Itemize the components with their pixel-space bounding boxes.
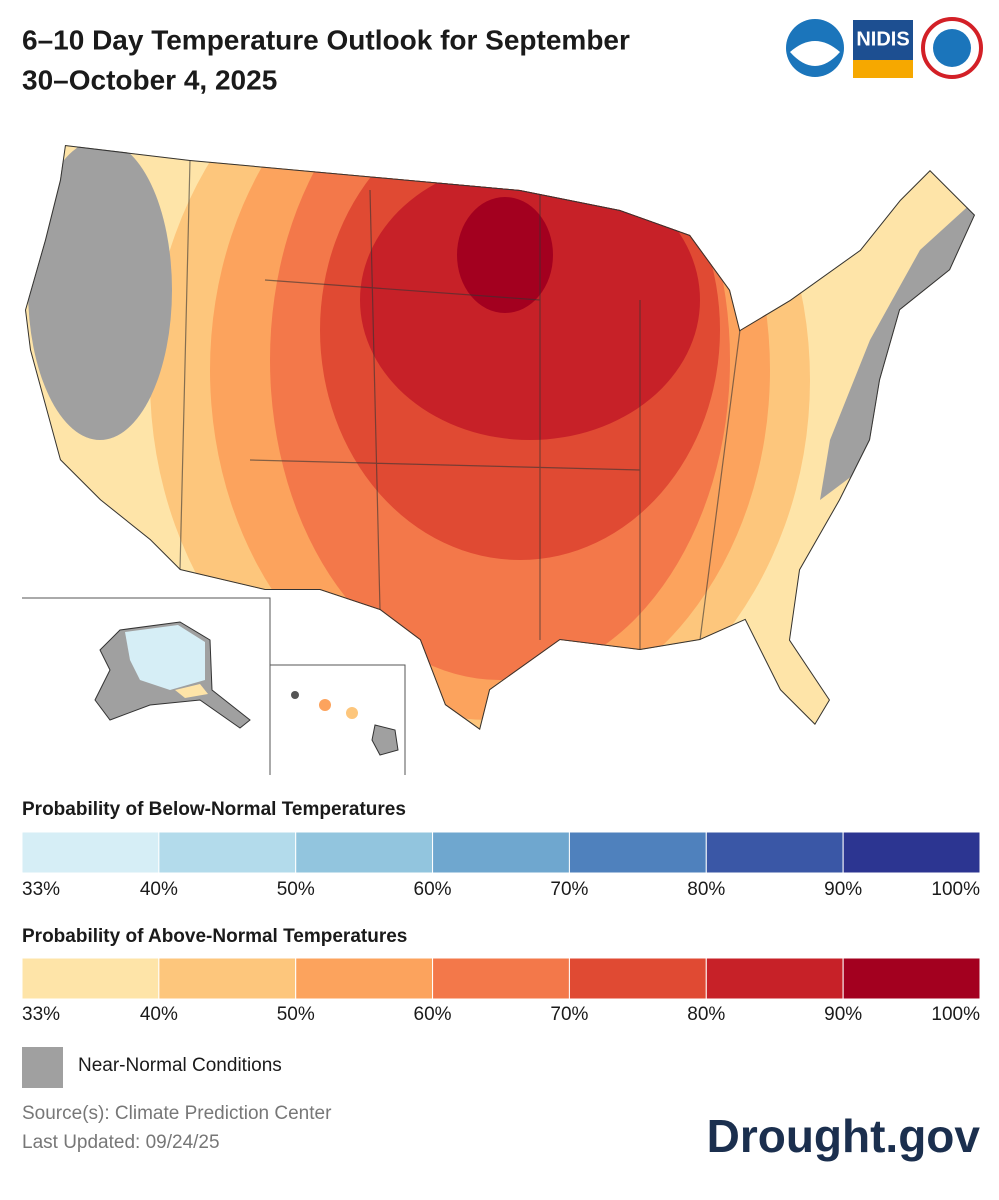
legend-tick-label: 90% [824,879,862,900]
legend-tick-label: 50% [277,879,315,900]
legend-swatch [21,957,160,1000]
legend-tick-label: 70% [550,1004,588,1025]
legend-swatch [568,957,707,1000]
conus-map [25,145,975,730]
legend-tick-label: 70% [550,879,588,900]
near-normal-swatch [22,1047,63,1088]
nidis-logo: NIDIS [853,20,913,78]
legend-tick-label: 80% [687,879,725,900]
alaska [94,621,251,729]
legend-swatch [705,831,844,874]
nidis-text: NIDIS [856,28,909,50]
legend-tick-label: 33% [22,879,60,900]
title: 6–10 Day Temperature Outlook for Septemb… [22,24,630,55]
legend-swatch [295,831,434,874]
legend-tick-label: 40% [140,879,178,900]
legend-title: Probability of Below-Normal Temperatures [22,799,406,820]
legend-swatch [568,831,707,874]
legend-tick-label: 60% [414,1004,452,1025]
legend-tick-label: 90% [824,1004,862,1025]
brand: Drought.gov [707,1110,981,1162]
legend-swatch [432,831,570,874]
legend-tick-label: 60% [414,879,452,900]
legend-swatch [158,831,297,874]
legend-swatch [158,957,297,1000]
updated: Last Updated: 09/24/25 [22,1132,220,1153]
legend-tick-label: 80% [687,1004,725,1025]
inset-frame [22,597,271,775]
legend-swatch [842,957,981,1000]
inset-frame [270,664,406,775]
legend-swatch [432,957,570,1000]
legend-tick-label: 100% [931,879,980,900]
legend-swatch [21,831,160,874]
noaa-logo [786,19,844,77]
near-normal-label: Near-Normal Conditions [78,1055,282,1076]
legend-swatch [842,831,981,874]
hawaii [291,691,399,756]
source: Source(s): Climate Prediction Center [22,1103,332,1124]
legend-tick-label: 50% [277,1004,315,1025]
nws-logo [921,17,983,79]
legend-swatch [295,957,434,1000]
legend-title: Probability of Above-Normal Temperatures [22,926,407,947]
legend-tick-label: 100% [931,1004,980,1025]
legend-tick-label: 33% [22,1004,60,1025]
legend-tick-label: 40% [140,1004,178,1025]
legend-swatch [705,957,844,1000]
title: 30–October 4, 2025 [22,64,277,95]
